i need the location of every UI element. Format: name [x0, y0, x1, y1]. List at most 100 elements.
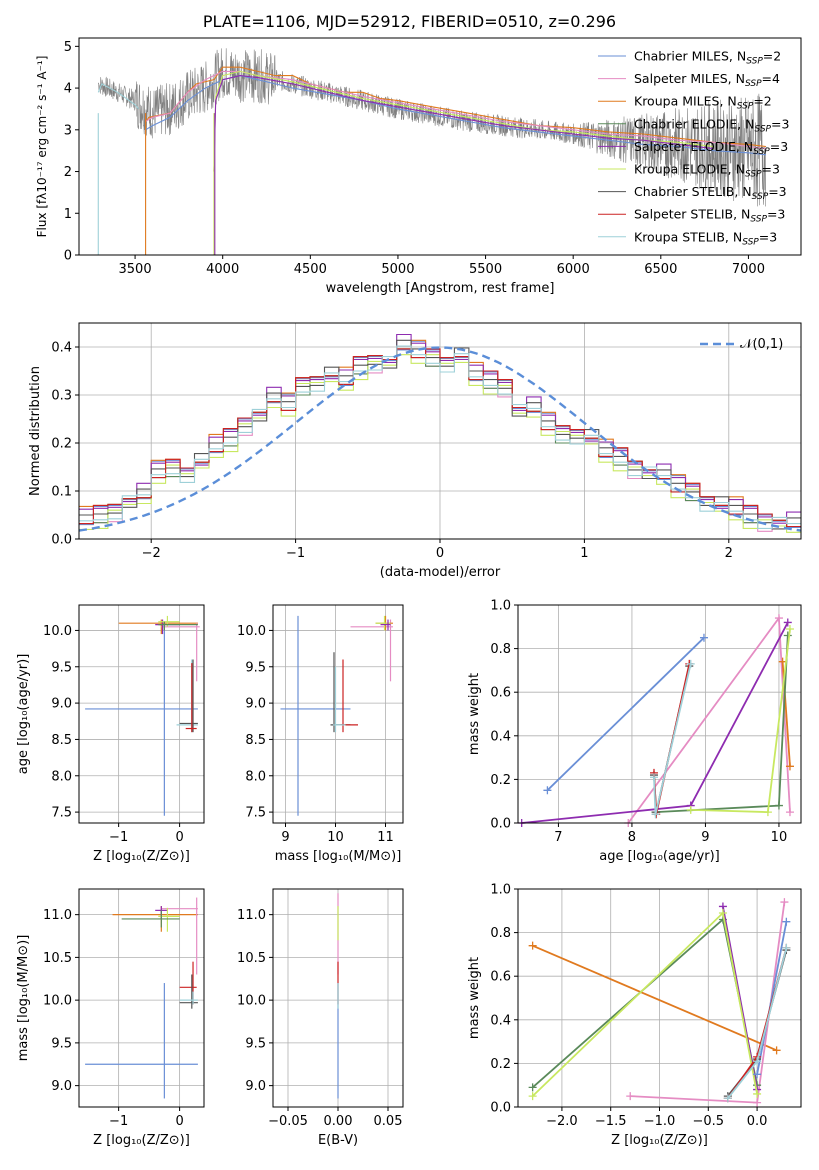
weight-marker [528, 1092, 537, 1101]
y-tick-label: 10.0 [43, 994, 72, 1009]
y-tick-label: 0.4 [490, 1013, 511, 1028]
y-tick-label: 1.0 [490, 599, 511, 614]
weight-marker [753, 1089, 762, 1098]
legend-label: Salpeter MILES, NSSP=4 [634, 71, 780, 89]
y-tick-label: 0.6 [490, 970, 511, 985]
y-axis-label: age [log₁₀(age/yr)] [16, 654, 31, 775]
y-axis-label: mass weight [467, 957, 482, 1039]
weight-marker [772, 1046, 781, 1055]
axes-frame [78, 604, 205, 824]
y-axis-label: mass weight [467, 673, 482, 755]
y-tick-label: 7.5 [51, 806, 72, 821]
x-axis-label: mass [log₁₀(M/M⊙)] [275, 849, 402, 864]
y-tick-label: 0.4 [490, 729, 511, 744]
x-tick-label: 4500 [294, 262, 327, 277]
weight-marker [528, 1083, 537, 1092]
histograms [79, 333, 801, 533]
x-tick-label: 9 [701, 830, 709, 845]
y-tick-label: 8.5 [51, 733, 72, 748]
legend-label: Kroupa STELIB, NSSP=3 [634, 229, 777, 247]
y-tick-label: 0.2 [490, 1057, 511, 1072]
y-tick-label: 9.0 [51, 1079, 72, 1094]
y-tick-label: 0.4 [51, 341, 72, 356]
model-line [145, 66, 767, 148]
data-spectrum-line [98, 48, 766, 207]
weight-marker [774, 614, 783, 623]
weight-line [532, 944, 777, 1052]
y-tick-label: 1 [64, 207, 72, 222]
legend-label: Kroupa MILES, NSSP=2 [634, 94, 772, 112]
model-line [213, 75, 714, 172]
plot-area [528, 898, 791, 1107]
histogram-step [79, 348, 801, 528]
chart-spectrum: 3500 4000 4500 5000 5500 6000 6500 7000 0 1 2 3 4 5 wa… [35, 37, 802, 296]
y-tick-label: 0.2 [490, 773, 511, 788]
legend-label: Chabrier MILES, NSSP=2 [634, 49, 781, 67]
y-tick-label: 9.5 [245, 660, 266, 675]
chart-age-vs-Z: −1 0 7.5 8.0 8.5 9.0 9.5 10.0 Z [log₁₀(Z/Z⊙)] age… [16, 604, 205, 864]
y-tick-label: 5 [64, 40, 72, 55]
y-tick-label: 4 [64, 82, 72, 97]
axes-frame [78, 37, 802, 256]
x-tick-label: 6000 [557, 262, 590, 277]
x-tick-label: 0 [175, 830, 183, 845]
model-line [145, 75, 767, 156]
weight-marker [753, 1070, 762, 1079]
plot-area [280, 615, 393, 816]
weight-marker [626, 1092, 635, 1101]
plot-area [85, 897, 198, 1099]
model-line [145, 70, 767, 150]
weight-marker [649, 773, 658, 782]
weight-marker [651, 810, 660, 819]
legend-label: Salpeter ELODIE, NSSP=3 [634, 139, 788, 157]
spectrum-lines [97, 48, 767, 255]
x-tick-label: 0.0 [747, 1114, 768, 1129]
x-axis-label: wavelength [Angstrom, rest frame] [326, 281, 555, 296]
y-tick-label: 1.0 [490, 883, 511, 898]
weight-marker [780, 898, 789, 907]
x-tick-label: −2.0 [546, 1114, 578, 1129]
y-axis-label: mass [log₁₀(M/M⊙)] [16, 935, 31, 1062]
weight-line [546, 637, 705, 791]
model-line [213, 70, 714, 172]
chart-weight-vs-Z: −2.0 −1.5 −1.0 −0.5 0.0 0.0 0.2 0.4 0.6 0.8 1.0 Z [… [467, 883, 802, 1148]
errorbars [280, 615, 393, 816]
x-tick-label: 7000 [732, 262, 765, 277]
weight-marker [785, 762, 794, 771]
histogram-step [79, 339, 801, 530]
axes-frame [517, 604, 802, 824]
weight-marker [723, 1094, 732, 1103]
x-tick-label: 9 [281, 830, 289, 845]
x-tick-label: 7 [554, 830, 562, 845]
x-tick-label: 3500 [119, 262, 152, 277]
x-tick-label: 5000 [381, 262, 414, 277]
chart-age-vs-mass: 9 10 11 7.5 8.0 8.5 9.0 9.5 10.0 mass [log₁₀(M/M⊙… [237, 604, 404, 864]
weight-marker [699, 633, 708, 642]
x-tick-label: 8 [628, 830, 636, 845]
plot-area [85, 615, 200, 816]
y-tick-label: 9.0 [245, 697, 266, 712]
weight-marker [753, 1098, 762, 1107]
weight-marker [528, 941, 537, 950]
plot-area [79, 333, 801, 533]
weight-marker [753, 1057, 762, 1066]
axes-frame [272, 604, 404, 824]
weight-marker [718, 908, 727, 917]
x-tick-label: 10 [327, 830, 344, 845]
legend-label: Chabrier STELIB, NSSP=3 [634, 184, 787, 202]
x-tick-label: −1.5 [595, 1114, 627, 1129]
y-tick-label: 0 [64, 249, 72, 264]
y-tick-label: 0.8 [490, 926, 511, 941]
axes-frame [78, 888, 205, 1108]
weight-marker [686, 659, 695, 668]
y-tick-label: 9.0 [245, 1079, 266, 1094]
x-tick-label: 0 [175, 1114, 183, 1129]
weight-line [653, 663, 692, 815]
y-axis-label: Flux [fλ10⁻¹⁷ erg cm⁻² s⁻¹ A⁻¹] [35, 56, 49, 238]
x-tick-label: −0.5 [693, 1114, 725, 1129]
weight-line [531, 911, 758, 1097]
weight-marker [543, 786, 552, 795]
x-tick-label: 2 [725, 546, 733, 561]
weight-line [653, 663, 691, 815]
